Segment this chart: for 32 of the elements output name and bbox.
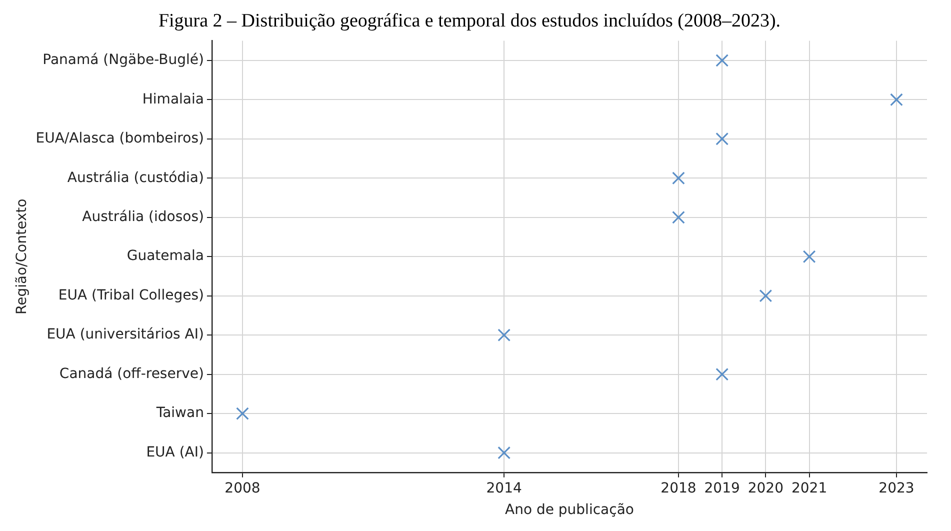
point: [716, 368, 729, 381]
x-tick-label: 2019: [704, 480, 740, 496]
y-axis-title: Região/Contexto: [14, 198, 30, 314]
point: [759, 289, 772, 302]
x-tick-label: 2018: [660, 480, 696, 496]
y-tick-label: EUA (AI): [146, 444, 204, 460]
x-tick-label: 2014: [486, 480, 522, 496]
point: [236, 407, 249, 420]
x-axis-title: Ano de publicação: [505, 502, 634, 518]
point: [716, 132, 729, 146]
x-tick-label: 2023: [878, 480, 914, 496]
y-tick-label: Panamá (Ngäbe-Buglé): [42, 52, 204, 68]
point: [498, 328, 511, 342]
point: [802, 250, 816, 264]
chart-title: Figura 2 – Distribuição geográfica e temporal dos estudos incluídos (2008–2023).: [158, 10, 781, 32]
x-tick-label: 2021: [791, 480, 828, 496]
point: [716, 54, 729, 67]
y-tick-label: EUA (universitários AI): [46, 326, 204, 343]
y-tick-label: EUA (Tribal Colleges): [58, 287, 204, 304]
y-tick-label: Taiwan: [155, 405, 204, 422]
point: [672, 172, 685, 185]
x-tick-label: 2020: [748, 480, 784, 496]
y-tick-label: Canadá (off-reserve): [59, 366, 204, 382]
y-tick-label: Guatemala: [126, 248, 204, 264]
y-tick-label: Austrália (idosos): [82, 209, 204, 226]
y-tick-label: EUA/Alasca (bombeiros): [36, 130, 204, 147]
y-tick-label: Himalaia: [142, 91, 204, 108]
point: [498, 446, 511, 460]
point: [672, 210, 685, 224]
y-tick-label: Austrália (custódia): [67, 170, 204, 186]
point: [890, 93, 903, 106]
x-tick-label: 2008: [224, 480, 260, 496]
